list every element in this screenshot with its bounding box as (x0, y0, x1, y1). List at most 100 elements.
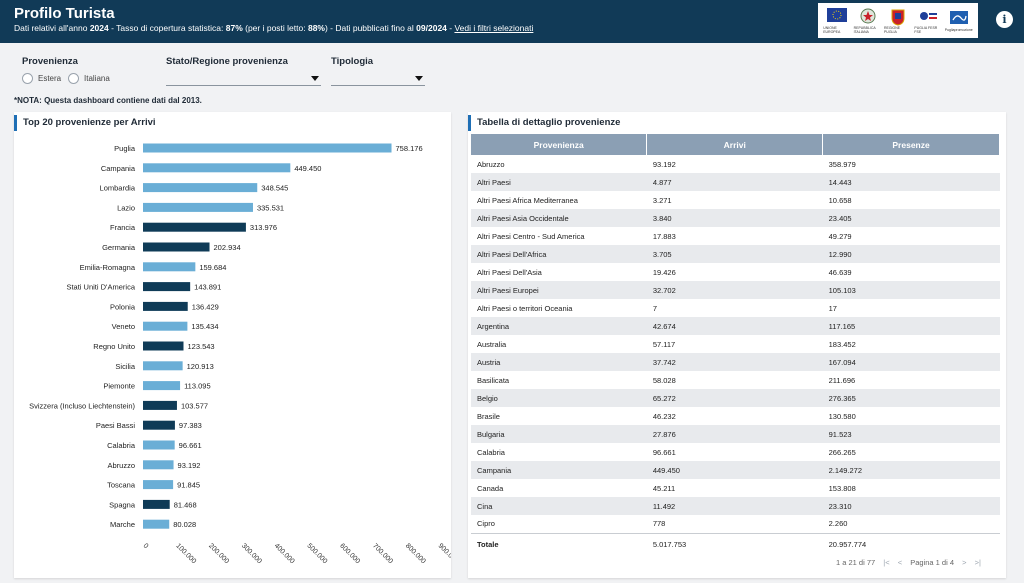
category-label: Sicilia (115, 362, 135, 371)
value-label: 159.684 (199, 263, 226, 272)
bar[interactable] (143, 460, 174, 470)
cell-presenze: 49.279 (822, 227, 1000, 245)
bar[interactable] (143, 480, 174, 490)
bar[interactable] (143, 222, 246, 232)
table-row[interactable]: Belgio 65.272 276.365 (471, 389, 1000, 407)
pugliapromozione-icon (949, 10, 968, 24)
value-label: 335.531 (257, 203, 284, 212)
table-row[interactable]: Brasile 46.232 130.580 (471, 407, 1000, 425)
table-row[interactable]: Campania 449.450 2.149.272 (471, 461, 1000, 479)
bar[interactable] (143, 143, 392, 153)
table-row[interactable]: Altri Paesi Africa Mediterranea 3.271 10.6… (471, 191, 1000, 209)
bar[interactable] (143, 519, 170, 529)
table-row[interactable]: Basilicata 58.028 211.696 (471, 371, 1000, 389)
cell-arrivi: 96.661 (646, 443, 823, 461)
table-row[interactable]: Calabria 96.661 266.265 (471, 443, 1000, 461)
table-row[interactable]: Altri Paesi Europei 32.702 105.103 (471, 281, 1000, 299)
bar[interactable] (143, 163, 291, 173)
x-tick-label: 900.000 (437, 542, 451, 565)
table-row[interactable]: Cina 11.492 23.310 (471, 497, 1000, 515)
table-panel: Tabella di dettaglio provenienze Proveni… (468, 112, 1006, 578)
column-header-presenze[interactable]: Presenze (822, 134, 1000, 155)
eu-flag-logo: UNIONE EUROPEA (823, 7, 851, 34)
table-pager: 1 a 21 di 77 |< < Pagina 1 di 4 > >| (830, 558, 981, 567)
table-row[interactable]: Abruzzo 93.192 358.979 (471, 155, 1000, 173)
cell-presenze: 167.094 (822, 353, 1000, 371)
bar[interactable] (143, 400, 177, 410)
table-row[interactable]: Altri Paesi o territori Oceania 7 17 (471, 299, 1000, 317)
bar[interactable] (143, 262, 196, 272)
table-row[interactable]: Cipro 778 2.260 (471, 515, 1000, 533)
bar[interactable] (143, 242, 210, 252)
table-row[interactable]: Canada 45.211 153.808 (471, 479, 1000, 497)
category-label: Svizzera (Incluso Liechtenstein) (29, 401, 135, 410)
cell-presenze: 105.103 (822, 281, 1000, 299)
value-label: 449.450 (294, 164, 321, 173)
radio-italiana-circle[interactable] (68, 73, 79, 84)
table-row[interactable]: Altri Paesi Centro - Sud America 17.883 49… (471, 227, 1000, 245)
filters-link[interactable]: Vedi i filtri selezionati (454, 23, 534, 33)
bar[interactable] (143, 420, 175, 430)
table-row[interactable]: Bulgaria 27.876 91.523 (471, 425, 1000, 443)
tipologia-select[interactable] (331, 72, 425, 86)
cell-presenze: 358.979 (822, 155, 1000, 173)
cell-provenienza: Bulgaria (471, 425, 647, 443)
value-label: 91.845 (177, 481, 200, 490)
cell-provenienza: Altri Paesi (471, 173, 647, 191)
bar[interactable] (143, 301, 188, 311)
cell-provenienza: Campania (471, 461, 647, 479)
prev-page-icon[interactable]: < (897, 558, 903, 567)
bar[interactable] (143, 440, 175, 450)
radio-estera-label: Estera (38, 74, 62, 83)
table-row[interactable]: Argentina 42.674 117.165 (471, 317, 1000, 335)
cell-provenienza: Belgio (471, 389, 647, 407)
bar[interactable] (143, 361, 183, 371)
italy-emblem-logo: REPUBBLICA ITALIANA (854, 8, 882, 34)
x-tick-label: 800.000 (404, 542, 427, 565)
bar[interactable] (143, 499, 170, 509)
last-page-icon[interactable]: >| (974, 558, 981, 567)
table-row[interactable]: Austria 37.742 167.094 (471, 353, 1000, 371)
table-row[interactable]: Altri Paesi Dell'Africa 3.705 12.990 (471, 245, 1000, 263)
category-label: Marche (110, 520, 135, 529)
bar[interactable] (143, 321, 188, 331)
column-header-provenienza[interactable]: Provenienza (471, 134, 648, 155)
table-row[interactable]: Altri Paesi Dell'Asia 19.426 46.639 (471, 263, 1000, 281)
bar[interactable] (143, 341, 184, 351)
cell-arrivi: 3.271 (646, 191, 823, 209)
cell-arrivi: 37.742 (646, 353, 823, 371)
radio-estera-circle[interactable] (22, 73, 33, 84)
bar[interactable] (143, 381, 181, 391)
cell-arrivi: 32.702 (646, 281, 823, 299)
value-label: 103.577 (181, 401, 208, 410)
category-label: Germania (102, 243, 136, 252)
next-page-icon[interactable]: > (962, 558, 967, 567)
category-label: Francia (110, 223, 136, 232)
cell-arrivi: 449.450 (646, 461, 823, 479)
info-icon[interactable]: i (996, 11, 1013, 28)
first-page-icon[interactable]: |< (883, 558, 890, 567)
value-label: 758.176 (396, 144, 423, 153)
table-row[interactable]: Australia 57.117 183.452 (471, 335, 1000, 353)
table-header-row: Provenienza Arrivi Presenze (471, 134, 1000, 155)
stato-regione-select[interactable] (166, 72, 321, 86)
table-row[interactable]: Altri Paesi 4.877 14.443 (471, 173, 1000, 191)
cell-arrivi: 42.674 (646, 317, 823, 335)
column-header-arrivi[interactable]: Arrivi (646, 134, 824, 155)
bar[interactable] (143, 183, 258, 193)
cell-arrivi: 19.426 (646, 263, 823, 281)
radio-estera[interactable]: Estera (22, 73, 61, 84)
category-label: Campania (101, 164, 136, 173)
cell-arrivi: 65.272 (646, 389, 823, 407)
category-label: Emilia-Romagna (80, 263, 136, 272)
category-label: Lazio (117, 203, 135, 212)
category-label: Spagna (109, 500, 136, 509)
chevron-down-icon (311, 76, 319, 81)
bar[interactable] (143, 282, 191, 292)
bar[interactable] (143, 202, 253, 212)
radio-italiana[interactable]: Italiana (68, 73, 110, 84)
cell-arrivi: 57.117 (646, 335, 823, 353)
table-row[interactable]: Altri Paesi Asia Occidentale 3.840 23.405 (471, 209, 1000, 227)
cell-presenze: 266.265 (822, 443, 1000, 461)
table-total-row: Totale 5.017.753 20.957.774 (471, 532, 1000, 555)
